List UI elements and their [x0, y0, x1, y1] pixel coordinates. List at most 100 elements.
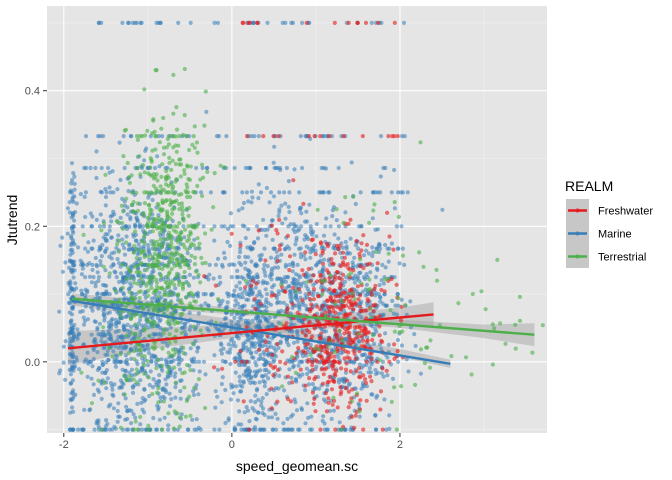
data-point	[249, 350, 254, 355]
data-point	[223, 387, 228, 393]
data-point	[231, 292, 236, 297]
data-point	[277, 373, 282, 378]
data-point	[104, 238, 110, 243]
data-point	[250, 380, 256, 385]
data-point	[220, 375, 225, 380]
data-point	[369, 315, 374, 320]
data-point	[309, 230, 314, 235]
data-point	[156, 294, 161, 299]
data-point	[308, 255, 313, 260]
data-point	[282, 388, 287, 393]
data-point	[112, 250, 117, 255]
data-point	[275, 231, 280, 236]
data-point	[104, 418, 109, 423]
data-point	[160, 266, 165, 272]
data-point	[129, 421, 134, 426]
data-point	[191, 243, 196, 248]
data-point	[370, 324, 375, 329]
data-point	[418, 347, 424, 352]
data-point	[78, 192, 83, 197]
data-point	[302, 280, 307, 285]
data-point	[176, 282, 181, 287]
data-point	[503, 341, 508, 346]
data-point	[134, 256, 139, 261]
data-point	[238, 243, 243, 248]
data-point	[127, 224, 132, 229]
data-point	[352, 316, 357, 321]
data-point	[251, 427, 256, 432]
data-point	[381, 281, 386, 286]
data-point	[236, 359, 241, 364]
data-point	[326, 304, 331, 309]
data-point	[307, 296, 312, 302]
data-point	[318, 307, 323, 312]
data-point	[271, 194, 277, 199]
data-point	[161, 399, 166, 404]
data-point	[67, 340, 72, 345]
data-point	[88, 211, 93, 216]
data-point	[336, 236, 341, 241]
data-point	[108, 381, 114, 386]
data-point	[76, 245, 81, 250]
data-point	[201, 292, 206, 297]
data-point	[377, 324, 382, 329]
data-point	[276, 292, 281, 297]
data-point	[364, 359, 369, 364]
data-point	[314, 364, 319, 369]
data-point	[339, 351, 344, 356]
data-point	[256, 228, 261, 233]
data-point	[336, 165, 341, 171]
data-point	[329, 256, 334, 262]
data-point	[111, 349, 116, 354]
data-point	[123, 396, 128, 401]
data-point	[299, 359, 304, 364]
data-point	[384, 303, 389, 308]
data-point	[344, 251, 350, 256]
data-point	[195, 236, 200, 241]
data-point	[134, 367, 139, 372]
data-point	[68, 381, 73, 386]
data-point	[122, 203, 127, 208]
data-point	[339, 323, 344, 328]
data-point	[166, 224, 171, 229]
data-point	[363, 20, 369, 25]
data-point	[307, 307, 312, 312]
data-point	[117, 238, 122, 243]
data-point	[138, 378, 143, 383]
data-point	[182, 66, 187, 72]
data-point	[146, 319, 151, 324]
data-point	[469, 372, 474, 377]
data-point	[176, 192, 182, 197]
data-point	[269, 415, 275, 420]
data-point	[169, 359, 174, 364]
data-point	[155, 188, 160, 193]
data-point	[331, 338, 336, 343]
data-point	[91, 347, 96, 353]
data-point	[274, 249, 279, 254]
data-point	[92, 319, 97, 324]
data-point	[269, 322, 274, 327]
data-point	[107, 185, 112, 190]
data-point	[278, 276, 283, 281]
data-point	[115, 408, 120, 414]
data-point	[305, 401, 310, 406]
data-point	[286, 179, 291, 184]
data-point	[373, 367, 378, 373]
data-point	[172, 307, 177, 312]
data-point	[167, 251, 172, 256]
data-point	[251, 355, 256, 360]
data-point	[74, 201, 79, 206]
data-point	[176, 292, 181, 297]
data-point	[243, 340, 248, 345]
data-point	[267, 200, 272, 205]
data-point	[127, 370, 132, 375]
data-point	[322, 278, 327, 284]
data-point	[167, 160, 172, 165]
data-point	[305, 279, 310, 284]
data-point	[91, 356, 96, 362]
data-point	[359, 344, 364, 349]
data-point	[331, 305, 336, 310]
data-point	[308, 346, 314, 351]
data-point	[286, 204, 291, 209]
data-point	[513, 346, 518, 351]
